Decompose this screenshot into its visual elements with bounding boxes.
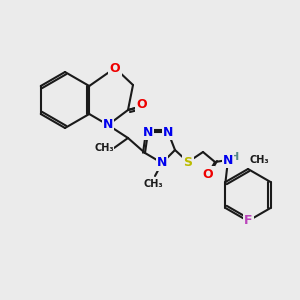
Text: N: N	[143, 125, 153, 139]
Text: CH₃: CH₃	[250, 155, 270, 165]
Text: H: H	[230, 152, 239, 162]
Text: F: F	[244, 214, 252, 227]
Text: CH₃: CH₃	[94, 143, 114, 153]
Text: N: N	[223, 154, 233, 166]
Text: O: O	[110, 61, 120, 74]
Text: O: O	[203, 167, 213, 181]
Text: N: N	[157, 157, 167, 169]
Text: N: N	[103, 118, 113, 131]
Text: N: N	[163, 125, 173, 139]
Text: O: O	[137, 98, 147, 112]
Text: CH₃: CH₃	[143, 179, 163, 189]
Text: S: S	[184, 155, 193, 169]
